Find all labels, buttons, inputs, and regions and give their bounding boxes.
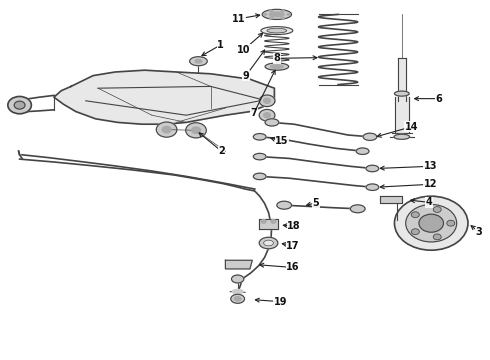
Text: 13: 13: [423, 161, 437, 171]
Ellipse shape: [192, 127, 200, 134]
Circle shape: [433, 234, 441, 240]
Ellipse shape: [262, 9, 292, 19]
Text: 12: 12: [423, 179, 437, 189]
Text: 4: 4: [425, 197, 432, 207]
Ellipse shape: [232, 289, 243, 294]
Text: 15: 15: [275, 136, 289, 147]
Text: 10: 10: [237, 45, 251, 55]
Ellipse shape: [281, 17, 284, 19]
Text: 3: 3: [476, 227, 483, 237]
Circle shape: [419, 214, 443, 232]
Ellipse shape: [270, 12, 284, 17]
Ellipse shape: [264, 98, 270, 103]
Ellipse shape: [162, 126, 171, 133]
Ellipse shape: [394, 91, 409, 96]
Text: 19: 19: [273, 297, 287, 307]
Text: 5: 5: [313, 198, 319, 208]
Text: 16: 16: [286, 262, 300, 273]
Ellipse shape: [232, 275, 244, 283]
Ellipse shape: [8, 96, 31, 114]
Text: 6: 6: [435, 94, 442, 104]
Circle shape: [412, 229, 419, 235]
Circle shape: [261, 220, 266, 223]
Ellipse shape: [186, 123, 206, 138]
Text: 2: 2: [218, 146, 225, 156]
Ellipse shape: [253, 134, 266, 140]
Circle shape: [394, 196, 468, 250]
Ellipse shape: [270, 17, 272, 19]
Ellipse shape: [190, 57, 207, 66]
Ellipse shape: [350, 205, 365, 213]
Ellipse shape: [356, 148, 369, 154]
Ellipse shape: [253, 173, 266, 180]
Ellipse shape: [14, 101, 25, 109]
Ellipse shape: [264, 113, 270, 118]
Ellipse shape: [270, 10, 272, 12]
Ellipse shape: [261, 27, 293, 35]
Ellipse shape: [253, 153, 266, 160]
Circle shape: [271, 220, 276, 223]
Ellipse shape: [366, 184, 379, 190]
Circle shape: [433, 207, 441, 212]
Text: 7: 7: [250, 108, 257, 118]
Ellipse shape: [267, 28, 287, 33]
Ellipse shape: [156, 122, 177, 137]
Text: 17: 17: [286, 240, 300, 251]
Ellipse shape: [259, 237, 278, 249]
Text: 18: 18: [287, 221, 301, 231]
Ellipse shape: [265, 63, 289, 70]
Ellipse shape: [394, 134, 410, 139]
Ellipse shape: [363, 133, 377, 140]
Text: 9: 9: [243, 71, 249, 81]
Ellipse shape: [195, 59, 202, 63]
Polygon shape: [380, 196, 402, 203]
Circle shape: [412, 212, 419, 217]
Ellipse shape: [264, 14, 267, 15]
Text: 14: 14: [405, 122, 418, 132]
Ellipse shape: [270, 65, 283, 68]
Ellipse shape: [259, 95, 275, 107]
Ellipse shape: [287, 14, 290, 15]
Circle shape: [406, 204, 457, 242]
Ellipse shape: [259, 109, 275, 121]
Polygon shape: [259, 219, 278, 229]
Text: 8: 8: [273, 53, 280, 63]
Ellipse shape: [277, 201, 292, 209]
Ellipse shape: [281, 10, 284, 12]
Polygon shape: [54, 70, 274, 124]
Ellipse shape: [265, 119, 279, 126]
Text: 11: 11: [232, 14, 246, 24]
Circle shape: [447, 220, 455, 226]
Ellipse shape: [366, 165, 379, 172]
Ellipse shape: [234, 297, 241, 301]
Ellipse shape: [264, 240, 273, 246]
Text: 1: 1: [217, 40, 224, 50]
Polygon shape: [225, 260, 252, 269]
Ellipse shape: [231, 294, 245, 303]
